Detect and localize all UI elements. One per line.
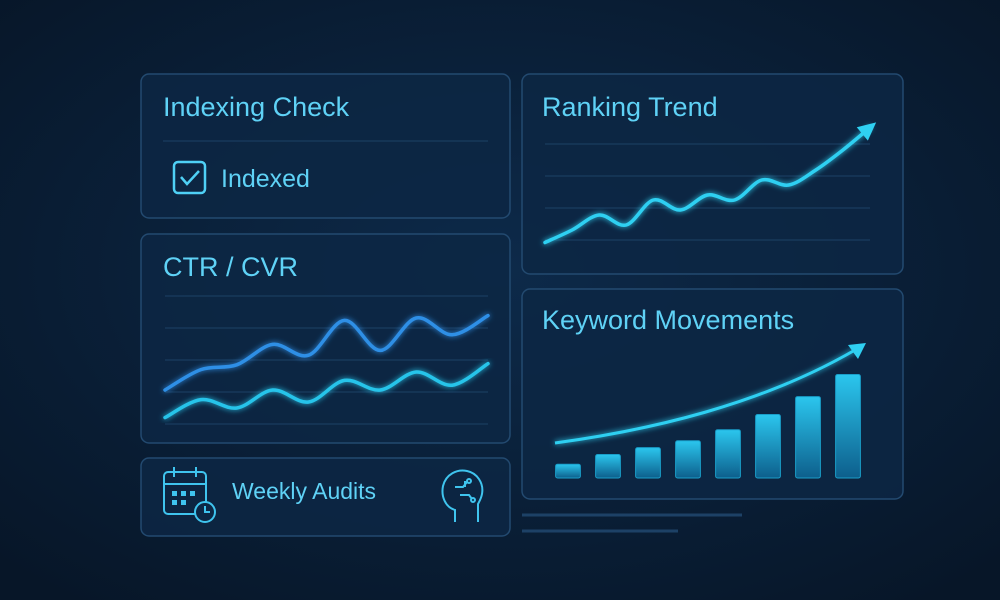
indexing-panel: [140, 73, 511, 219]
bar: [835, 374, 861, 479]
calendar-dots: [172, 491, 195, 505]
head-icon: [441, 469, 484, 522]
bar: [795, 396, 821, 479]
bar: [715, 429, 741, 479]
data-line: [163, 313, 490, 392]
data-line: [163, 361, 490, 420]
audits-panel: [140, 457, 511, 537]
panel-title: CTR / CVR: [163, 252, 298, 282]
audits-label: Weekly Audits: [232, 478, 376, 504]
bar: [555, 463, 581, 479]
bar: [755, 414, 781, 479]
arrow-head: [856, 122, 877, 141]
panel-title: Keyword Movements: [542, 305, 794, 335]
checkbox: [172, 160, 207, 195]
bar: [675, 440, 701, 479]
calendar-icon: [163, 467, 216, 523]
check-mark: [180, 170, 200, 186]
bar: [635, 447, 661, 479]
panel-title: Ranking Trend: [542, 92, 718, 122]
status-label: Indexed: [221, 165, 310, 193]
panel-title: Indexing Check: [163, 92, 350, 122]
arrow-head: [848, 343, 866, 359]
data-line: [543, 125, 872, 245]
trend-arrow: [554, 348, 856, 445]
bar: [595, 454, 621, 479]
